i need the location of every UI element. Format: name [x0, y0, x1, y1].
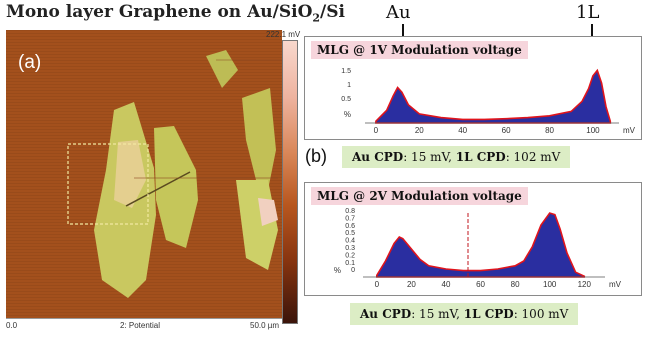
histogram-2v-y-tick: 0.7	[345, 215, 355, 222]
histogram-1v-x-tick: 20	[415, 126, 424, 135]
one-layer-peak-label: 1L	[576, 2, 600, 23]
potential-map-image	[6, 30, 282, 318]
histogram-2v-distribution	[375, 212, 586, 278]
colorbar	[282, 40, 298, 324]
map-axis-line	[6, 318, 282, 319]
histogram-2v-x-tick: 0	[375, 280, 380, 289]
colorbar-max-label: 222.1 mV	[266, 30, 301, 39]
histogram-1v-y-unit: %	[344, 110, 351, 119]
histogram-2v-plot: 0 20 40 60 80 100 120 mV 0.80.70.60.50.40.30.20.…	[334, 208, 622, 289]
figure-title: Mono layer Graphene on Au/SiO2/Si	[6, 2, 345, 25]
histogram-1v-y-tick: 1.5	[341, 68, 351, 75]
histogram-2v-x-tick: 40	[442, 280, 451, 289]
histogram-1v: 0 20 40 60 80 100 mV 1.5 1 0.5% MLG @ 1V Modulati…	[304, 36, 642, 140]
histogram-2v-title: MLG @ 2V Modulation voltage	[311, 187, 528, 205]
histogram-2v-y-tick: 0.3	[345, 245, 355, 252]
cpd-summary-2v: Au CPD: 15 mV, 1L CPD: 100 mV	[350, 303, 579, 325]
histogram-2v-x-tick: 60	[476, 280, 485, 289]
histogram-1v-x-tick: 0	[374, 126, 379, 135]
histogram-1v-x-tick: 60	[502, 126, 511, 135]
histogram-2v-y-tick: 0.1	[345, 260, 355, 267]
selection-box	[67, 143, 149, 225]
histogram-1v-plot: 0 20 40 60 80 100 mV 1.5 1 0.5%	[341, 68, 636, 135]
histogram-1v-y-tick: 0.5	[341, 96, 351, 103]
map-axis-channel: 2: Potential	[120, 321, 161, 330]
histogram-1v-x-tick: 40	[458, 126, 467, 135]
cpd-summary-1v: Au CPD: 15 mV, 1L CPD: 102 mV	[342, 146, 571, 168]
histogram-1v-title: MLG @ 1V Modulation voltage	[311, 41, 528, 59]
histogram-2v-x-tick: 80	[511, 280, 520, 289]
histogram-2v-y-tick: 0.4	[345, 238, 355, 245]
map-axis-start: 0.0	[6, 321, 18, 330]
histogram-2v-y-tick: 0.8	[345, 208, 355, 215]
histogram-2v-y-tick: 0.2	[345, 252, 355, 259]
histogram-2v-x-tick: 120	[578, 280, 592, 289]
map-axis-end: 50.0 µm	[250, 321, 280, 330]
histogram-2v-y-tick: 0.6	[345, 223, 355, 230]
kpfm-potential-map: (a)	[6, 30, 282, 318]
histogram-2v-x-unit: mV	[609, 280, 622, 289]
histogram-1v-x-tick: 80	[545, 126, 554, 135]
histogram-1v-y-tick: 1	[347, 82, 351, 89]
histogram-2v-x-tick: 20	[407, 280, 416, 289]
histogram-2v-y-unit: %	[334, 266, 341, 275]
panel-label-a: (a)	[18, 52, 42, 73]
histogram-2v-y-tick: 0.5	[345, 230, 355, 237]
histogram-1v-distribution	[375, 68, 612, 124]
panel-label-b: (b)	[305, 146, 327, 166]
histogram-1v-x-tick: 100	[586, 126, 600, 135]
au-peak-label: Au	[386, 2, 411, 23]
histogram-1v-x-unit: mV	[623, 126, 636, 135]
histogram-2v-y-tick: 0	[351, 267, 355, 274]
histogram-2v-x-tick: 100	[543, 280, 557, 289]
histogram-2v: 0 20 40 60 80 100 120 mV 0.8 0.7 0.6 0.5 0.4 0.3 0.2 0.…	[304, 182, 642, 296]
